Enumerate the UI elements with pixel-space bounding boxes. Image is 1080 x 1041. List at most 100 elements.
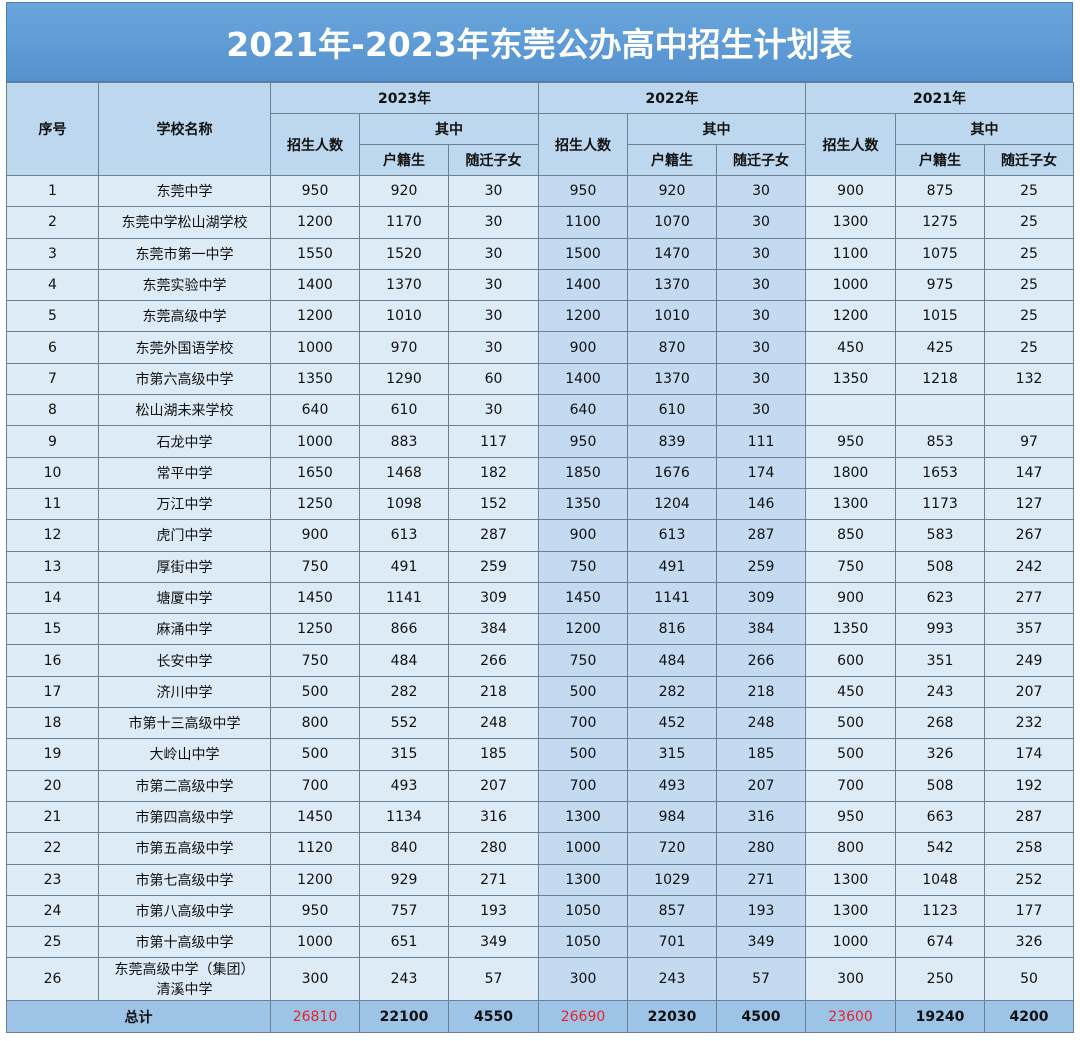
- school-name: 市第六高级中学: [98, 362, 271, 396]
- header-cell: 随迁子女: [984, 144, 1075, 176]
- number-cell: 1653: [895, 456, 986, 489]
- number-cell: 750: [805, 550, 897, 583]
- number-cell: 1200: [270, 206, 360, 239]
- number-cell: 25: [984, 300, 1075, 333]
- index-cell: 5: [6, 300, 99, 333]
- index-cell: 14: [6, 581, 99, 615]
- number-cell: 1141: [359, 581, 449, 615]
- number-cell: 127: [984, 487, 1075, 521]
- number-cell: 500: [538, 738, 629, 771]
- number-cell: 1300: [805, 206, 897, 239]
- number-cell: 900: [270, 519, 360, 552]
- number-cell: 193: [716, 894, 807, 928]
- number-cell: 950: [270, 894, 360, 928]
- number-cell: 60: [447, 362, 540, 396]
- table-row: 11 万江中学 1250 1098 152 1350 1204 146 1300 1173 127: [6, 487, 1075, 521]
- total-cell: 26690: [538, 1000, 629, 1034]
- number-cell: 315: [359, 738, 449, 771]
- number-cell: 920: [359, 174, 449, 208]
- school-name: 市第四高级中学: [98, 800, 271, 834]
- number-cell: 1350: [270, 362, 360, 396]
- school-name: 东莞实验中学: [98, 268, 271, 302]
- school-name: 东莞中学: [98, 174, 271, 208]
- number-cell: 450: [805, 675, 897, 709]
- header-cell: 招生人数: [538, 113, 629, 176]
- number-cell: 218: [447, 675, 540, 709]
- number-cell: 207: [984, 675, 1075, 709]
- number-cell: 232: [984, 707, 1075, 740]
- school-name: 东莞高级中学（集团）清溪中学: [98, 957, 271, 1002]
- total-cell: 4500: [716, 1000, 807, 1034]
- number-cell: 248: [716, 707, 807, 740]
- number-cell: 750: [538, 644, 629, 677]
- number-cell: 613: [359, 519, 449, 552]
- index-cell: 17: [6, 675, 99, 709]
- number-cell: 1200: [270, 300, 360, 333]
- index-cell: 20: [6, 769, 99, 802]
- number-cell: 663: [895, 800, 986, 834]
- table-row: 21 市第四高级中学 1450 1134 316 1300 984 316 950 663 287: [6, 800, 1075, 834]
- table-row: 总计 26810 22100 4550 26690 22030 4500 23600 19240…: [6, 1000, 1075, 1034]
- index-cell: 8: [6, 394, 99, 427]
- table-row: 15 麻涌中学 1250 866 384 1200 816 384 1350 993 357: [6, 613, 1075, 646]
- number-cell: 508: [895, 550, 986, 583]
- number-cell: 750: [538, 550, 629, 583]
- number-cell: 309: [447, 581, 540, 615]
- number-cell: 839: [627, 425, 718, 458]
- school-name: 长安中学: [98, 644, 271, 677]
- index-cell: 26: [6, 957, 99, 1002]
- number-cell: 1800: [805, 456, 897, 489]
- number-cell: 309: [716, 581, 807, 615]
- table-body: 序号 学校名称 2023年 2022年 2021年 招生人数 其中 招生人数 其中 招生人数 其中户…: [6, 82, 1075, 1034]
- index-cell: 1: [6, 174, 99, 208]
- number-cell: 1520: [359, 237, 449, 270]
- number-cell: 1010: [359, 300, 449, 333]
- number-cell: 351: [895, 644, 986, 677]
- number-cell: 800: [270, 707, 360, 740]
- number-cell: 853: [895, 425, 986, 458]
- number-cell: 1300: [805, 894, 897, 928]
- table-row: 序号 学校名称 2023年 2022年 2021年: [6, 82, 1075, 176]
- number-cell: 326: [895, 738, 986, 771]
- header-cell: 招生人数: [805, 113, 897, 176]
- number-cell: 1300: [805, 863, 897, 896]
- number-cell: 493: [359, 769, 449, 802]
- number-cell: 623: [895, 581, 986, 615]
- number-cell: 1120: [270, 832, 360, 865]
- number-cell: 484: [627, 644, 718, 677]
- number-cell: 1204: [627, 487, 718, 521]
- number-cell: 816: [627, 613, 718, 646]
- number-cell: 111: [716, 425, 807, 458]
- number-cell: 674: [895, 926, 986, 959]
- number-cell: 147: [984, 456, 1075, 489]
- number-cell: 700: [538, 707, 629, 740]
- number-cell: 316: [716, 800, 807, 834]
- number-cell: 25: [984, 331, 1075, 364]
- number-cell: 1300: [538, 800, 629, 834]
- number-cell: 1000: [270, 331, 360, 364]
- number-cell: 1350: [538, 487, 629, 521]
- number-cell: 315: [627, 738, 718, 771]
- school-name: 万江中学: [98, 487, 271, 521]
- number-cell: 500: [538, 675, 629, 709]
- school-name: 常平中学: [98, 456, 271, 489]
- number-cell: 349: [447, 926, 540, 959]
- sheet: 2021年-2023年东莞公办高中招生计划表 序号 学校名称 2023年 2022年 2…: [6, 2, 1075, 1034]
- number-cell: 583: [895, 519, 986, 552]
- table-row: 24 市第八高级中学 950 757 193 1050 857 193 1300 1123 177: [6, 894, 1075, 928]
- number-cell: 984: [627, 800, 718, 834]
- school-name: 松山湖未来学校: [98, 394, 271, 427]
- number-cell: 349: [716, 926, 807, 959]
- number-cell: 900: [805, 174, 897, 208]
- number-cell: 491: [627, 550, 718, 583]
- number-cell: 800: [805, 832, 897, 865]
- header-cell: 序号: [6, 82, 99, 176]
- table-row: 19 大岭山中学 500 315 185 500 315 185 500 326 174: [6, 738, 1075, 771]
- number-cell: 1250: [270, 613, 360, 646]
- school-name: 济川中学: [98, 675, 271, 709]
- index-cell: 16: [6, 644, 99, 677]
- number-cell: 207: [716, 769, 807, 802]
- number-cell: 970: [359, 331, 449, 364]
- table: 序号 学校名称 2023年 2022年 2021年 招生人数 其中 招生人数 其中 招生人数 其中户…: [6, 82, 1075, 1034]
- number-cell: 300: [270, 957, 360, 1002]
